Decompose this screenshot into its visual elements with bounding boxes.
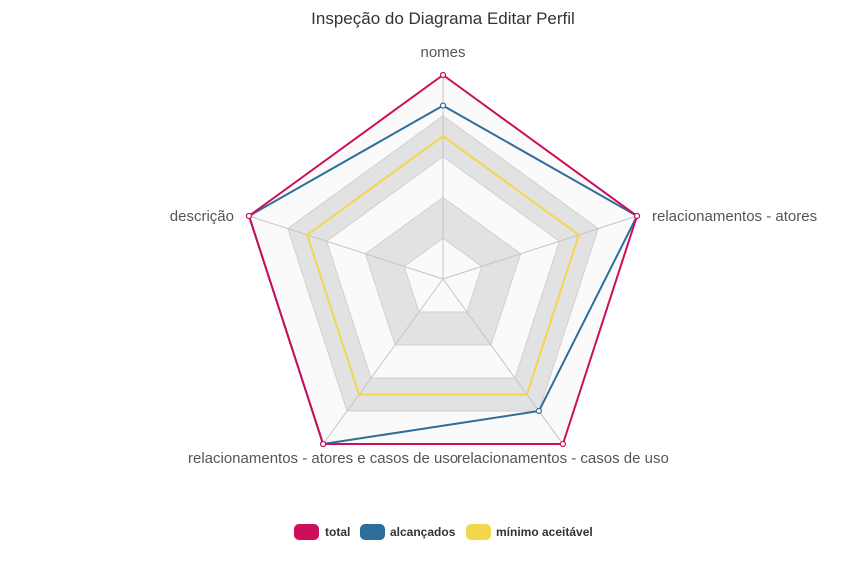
legend: total alcançados mínimo aceitável	[294, 524, 593, 540]
series-point-0-2	[559, 440, 567, 448]
legend-swatch-0	[294, 524, 319, 540]
chart-title: Inspeção do Diagrama Editar Perfil	[311, 9, 575, 28]
axis-labels: nomes relacionamentos - atores relacioname…	[170, 44, 817, 467]
series-line-2	[306, 135, 580, 396]
legend-swatch-1	[360, 524, 385, 540]
axis-label-1: relacionamentos - atores	[652, 208, 817, 225]
legend-label-2: mínimo aceitável	[496, 525, 593, 539]
series-point-0-3	[319, 440, 327, 448]
legend-label-0: total	[325, 525, 350, 539]
legend-swatch-2	[466, 524, 491, 540]
series-point-0-1	[633, 212, 641, 220]
series-line-0	[247, 74, 639, 446]
radar-axes	[248, 75, 638, 445]
axis-label-0: nomes	[420, 44, 465, 61]
axis-spoke-4	[248, 215, 444, 280]
axis-label-2: relacionamentos - casos de uso	[457, 450, 669, 467]
axis-spoke-2	[442, 278, 564, 445]
axis-spoke-1	[442, 215, 638, 280]
radar-series	[245, 71, 641, 448]
series-point-1-2	[535, 407, 543, 415]
legend-label-1: alcançados	[390, 525, 456, 539]
series-line-1	[247, 104, 639, 446]
axis-label-3: relacionamentos - atores e casos de uso	[188, 450, 458, 467]
axis-label-4: descrição	[170, 208, 234, 225]
axis-spoke-3	[322, 278, 444, 445]
series-point-0-0	[439, 71, 447, 79]
series-point-0-4	[245, 212, 253, 220]
series-point-1-0	[439, 102, 447, 109]
